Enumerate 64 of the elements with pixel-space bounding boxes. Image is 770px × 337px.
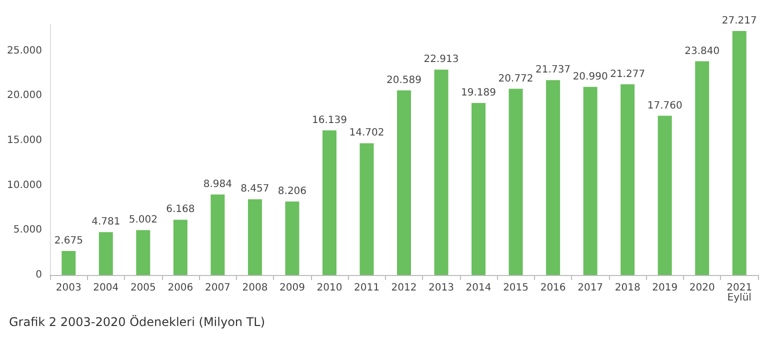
data-label: 22.913: [424, 54, 459, 66]
x-tick-label: 2010: [316, 282, 342, 294]
bar: [508, 88, 523, 275]
data-label: 19.189: [461, 87, 496, 98]
x-tick-label: 2020: [689, 282, 715, 294]
data-label: 20.589: [386, 74, 422, 86]
x-tick-label: 2011: [354, 282, 380, 294]
x-tick-label: 2019: [652, 282, 678, 294]
data-label: 21.737: [536, 64, 571, 76]
text: Grafik 2 2003-2020 Ödenekleri (Milyon TL): [9, 315, 266, 329]
data-label: 23.840: [684, 46, 720, 57]
x-tick-label: 2015: [503, 282, 529, 294]
data-label: 8.457: [240, 184, 270, 195]
data-label: 20.772: [498, 73, 534, 84]
data-label: 5.002: [128, 214, 158, 226]
bar: [472, 102, 486, 275]
x-tick-label: 2006: [168, 282, 194, 294]
bar: [360, 143, 374, 275]
x-tick-label: 2017: [578, 282, 604, 294]
data-label: 14.702: [349, 128, 384, 139]
data-label: 8.984: [203, 178, 232, 190]
data-label: 20.990: [572, 71, 608, 82]
y-tick-label: 25.000: [7, 45, 42, 56]
data-label: 17.760: [647, 100, 682, 112]
x-tick-label: 2004: [93, 282, 119, 294]
bar: [620, 84, 635, 275]
bar: [322, 130, 336, 275]
x-tick-label: 2003: [56, 282, 82, 294]
x-tick-label: 2013: [428, 282, 454, 294]
bar: [583, 86, 598, 275]
bar: [248, 199, 262, 275]
y-tick-label: 15.000: [7, 135, 42, 146]
x-tick-label: 2009: [279, 282, 305, 294]
bar: [136, 230, 150, 275]
bar: [434, 70, 448, 275]
bar: [732, 31, 746, 275]
data-label: 8.206: [278, 186, 307, 197]
y-tick-label: 5.000: [13, 224, 42, 236]
bar: [285, 201, 300, 275]
x-tick-label: 2018: [614, 282, 640, 294]
bar: [658, 116, 672, 275]
data-label: 2.675: [54, 236, 83, 247]
bar: [546, 80, 560, 275]
x-tick-label: 2016: [540, 282, 566, 294]
y-tick-label: 10.000: [7, 180, 42, 191]
bar: [397, 90, 411, 275]
x-tick-label: 2008: [242, 282, 268, 294]
bar: [62, 251, 76, 275]
data-label: 4.781: [92, 216, 120, 228]
data-label: 6.168: [166, 204, 195, 216]
bar: [695, 61, 710, 275]
x-tick-label: 2005: [130, 282, 156, 294]
y-tick-label: 20.000: [7, 90, 42, 102]
bar: [210, 194, 225, 275]
y-tick-label: 0: [36, 270, 42, 280]
bar: [98, 232, 113, 275]
data-label: 16.139: [312, 114, 347, 126]
data-label: 27.217: [722, 16, 757, 27]
x-tick-label: 2021 Eylül: [726, 282, 752, 304]
data-label: 21.277: [610, 68, 646, 80]
x-tick-label: 2014: [466, 282, 492, 294]
bar: [173, 220, 188, 275]
x-tick-label: 2007: [204, 282, 230, 294]
x-tick-label: 2012: [391, 282, 417, 294]
